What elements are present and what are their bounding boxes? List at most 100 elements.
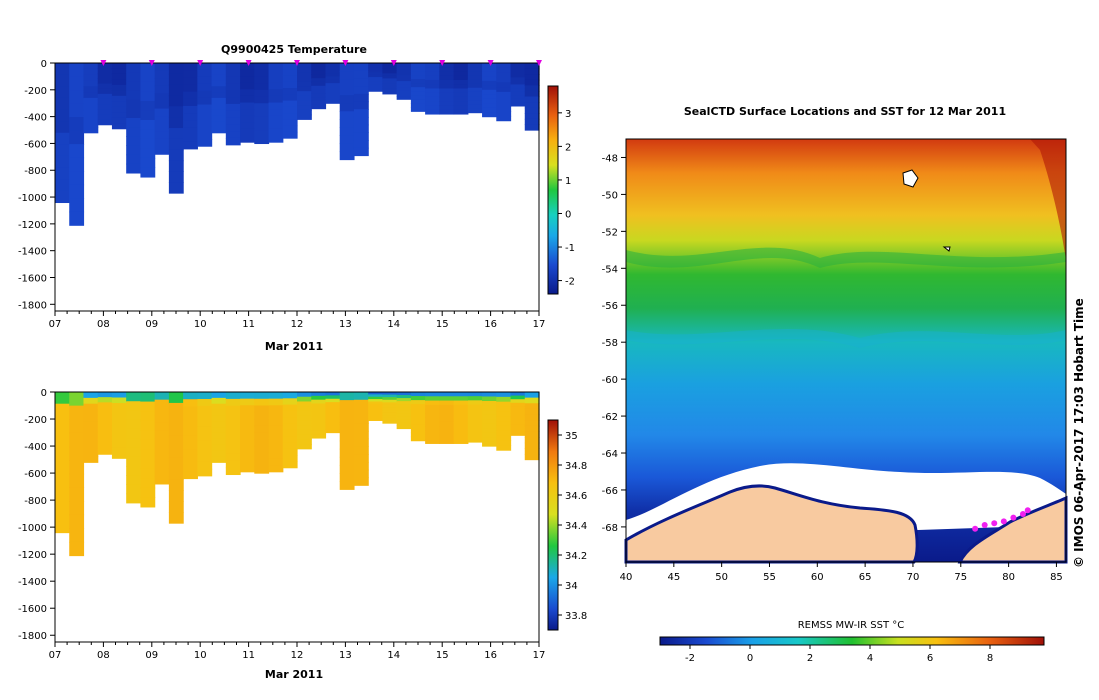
profile-cell <box>396 93 412 97</box>
profile-cell <box>453 409 469 414</box>
profile-cell <box>524 124 540 131</box>
profile-cell <box>467 412 483 418</box>
profile-cell <box>425 109 440 115</box>
profile-cell <box>410 396 426 401</box>
x-tick-label: 15 <box>436 319 449 330</box>
profile-cell <box>140 411 156 422</box>
profile-cell <box>83 97 99 105</box>
profile-cell <box>240 405 255 413</box>
profile-cell <box>211 403 227 411</box>
sst-warm-patch <box>1030 139 1066 260</box>
profile-cell <box>396 84 412 88</box>
profile-cell <box>339 440 355 450</box>
profile-cell <box>524 85 540 92</box>
profile-cell <box>439 421 455 427</box>
profile-column <box>282 63 298 139</box>
profile-cell <box>510 392 526 397</box>
profile-cell <box>410 424 426 430</box>
profile-cell <box>126 99 142 110</box>
profile-cell <box>282 88 298 95</box>
profile-cell <box>410 416 426 421</box>
profile-cell <box>69 198 85 213</box>
profile-cell <box>168 182 184 194</box>
profile-cell <box>97 88 113 95</box>
profile-cell <box>225 419 241 427</box>
sst-colorbar-tick-label: 6 <box>927 653 933 664</box>
profile-cell <box>282 429 298 437</box>
profile-cell <box>297 401 312 407</box>
profile-cell <box>482 67 497 73</box>
lat-tick-label: -68 <box>602 523 618 534</box>
profile-column <box>97 63 113 126</box>
profile-cell <box>197 139 213 147</box>
x-tick-label: 10 <box>194 650 207 661</box>
profile-cell <box>482 85 497 91</box>
x-tick-label: 15 <box>436 650 449 661</box>
profile-cell <box>439 71 455 77</box>
y-tick-label: -400 <box>24 442 47 453</box>
profile-cell <box>282 119 298 127</box>
profile-cell <box>353 454 369 463</box>
profile-cell <box>83 74 99 82</box>
y-tick-label: -1800 <box>18 631 47 642</box>
profile-cell <box>410 408 426 413</box>
profile-cell <box>339 481 355 490</box>
profile-cell <box>111 123 127 130</box>
profile-cell <box>297 406 312 412</box>
profile-cell <box>168 457 184 470</box>
profile-cell <box>396 401 412 405</box>
profile-cell <box>183 141 198 150</box>
profile-cell <box>439 96 455 102</box>
profile-cell <box>225 103 241 112</box>
profile-cell <box>297 100 312 106</box>
profile-cell <box>368 67 384 71</box>
profile-cell <box>211 115 227 122</box>
lat-tick-label: -48 <box>602 153 618 164</box>
profile-cell <box>396 66 412 70</box>
profile-cell <box>168 413 184 426</box>
profile-cell <box>168 435 184 448</box>
profile-cell <box>453 63 469 68</box>
profile-cell <box>482 392 497 398</box>
profile-cell <box>240 458 255 466</box>
y-tick-label: -200 <box>24 415 47 426</box>
colorbar-tick-label: 3 <box>565 109 571 120</box>
profile-cell <box>339 119 355 128</box>
profile-cell <box>339 456 355 466</box>
surface-marker <box>390 60 397 66</box>
profile-cell <box>510 406 526 411</box>
profile-cell <box>410 99 426 104</box>
profile-cell <box>496 91 512 98</box>
profile-cell <box>425 101 440 107</box>
profile-cell <box>254 398 270 407</box>
profile-cell <box>211 92 227 99</box>
profile-cell <box>197 419 213 428</box>
profile-cell <box>325 73 341 77</box>
profile-cell <box>111 101 127 108</box>
profile-cell <box>140 63 156 74</box>
profile-cell <box>69 103 85 118</box>
profile-cell <box>240 438 255 446</box>
lat-tick-label: -54 <box>602 264 618 275</box>
profile-cell <box>83 415 99 422</box>
profile-column <box>368 63 384 92</box>
profile-cell <box>55 144 70 157</box>
colorbar-tick-label: 2 <box>565 142 571 153</box>
profile-cell <box>140 439 156 451</box>
profile-cell <box>425 439 440 444</box>
profile-cell <box>339 432 355 442</box>
antarctica-land <box>957 495 1068 564</box>
profile-cell <box>297 77 312 83</box>
profile-cell <box>83 115 99 122</box>
profile-cell <box>225 460 241 469</box>
profile-cell <box>69 76 85 91</box>
profile-cell <box>211 68 227 76</box>
profile-cell <box>83 427 99 434</box>
profile-cell <box>482 80 497 86</box>
profile-cell <box>297 63 312 69</box>
profile-cell <box>240 82 255 90</box>
profile-cell <box>396 410 412 414</box>
profile-cell <box>97 114 113 121</box>
profile-cell <box>524 437 540 444</box>
profile-cell <box>496 101 512 107</box>
